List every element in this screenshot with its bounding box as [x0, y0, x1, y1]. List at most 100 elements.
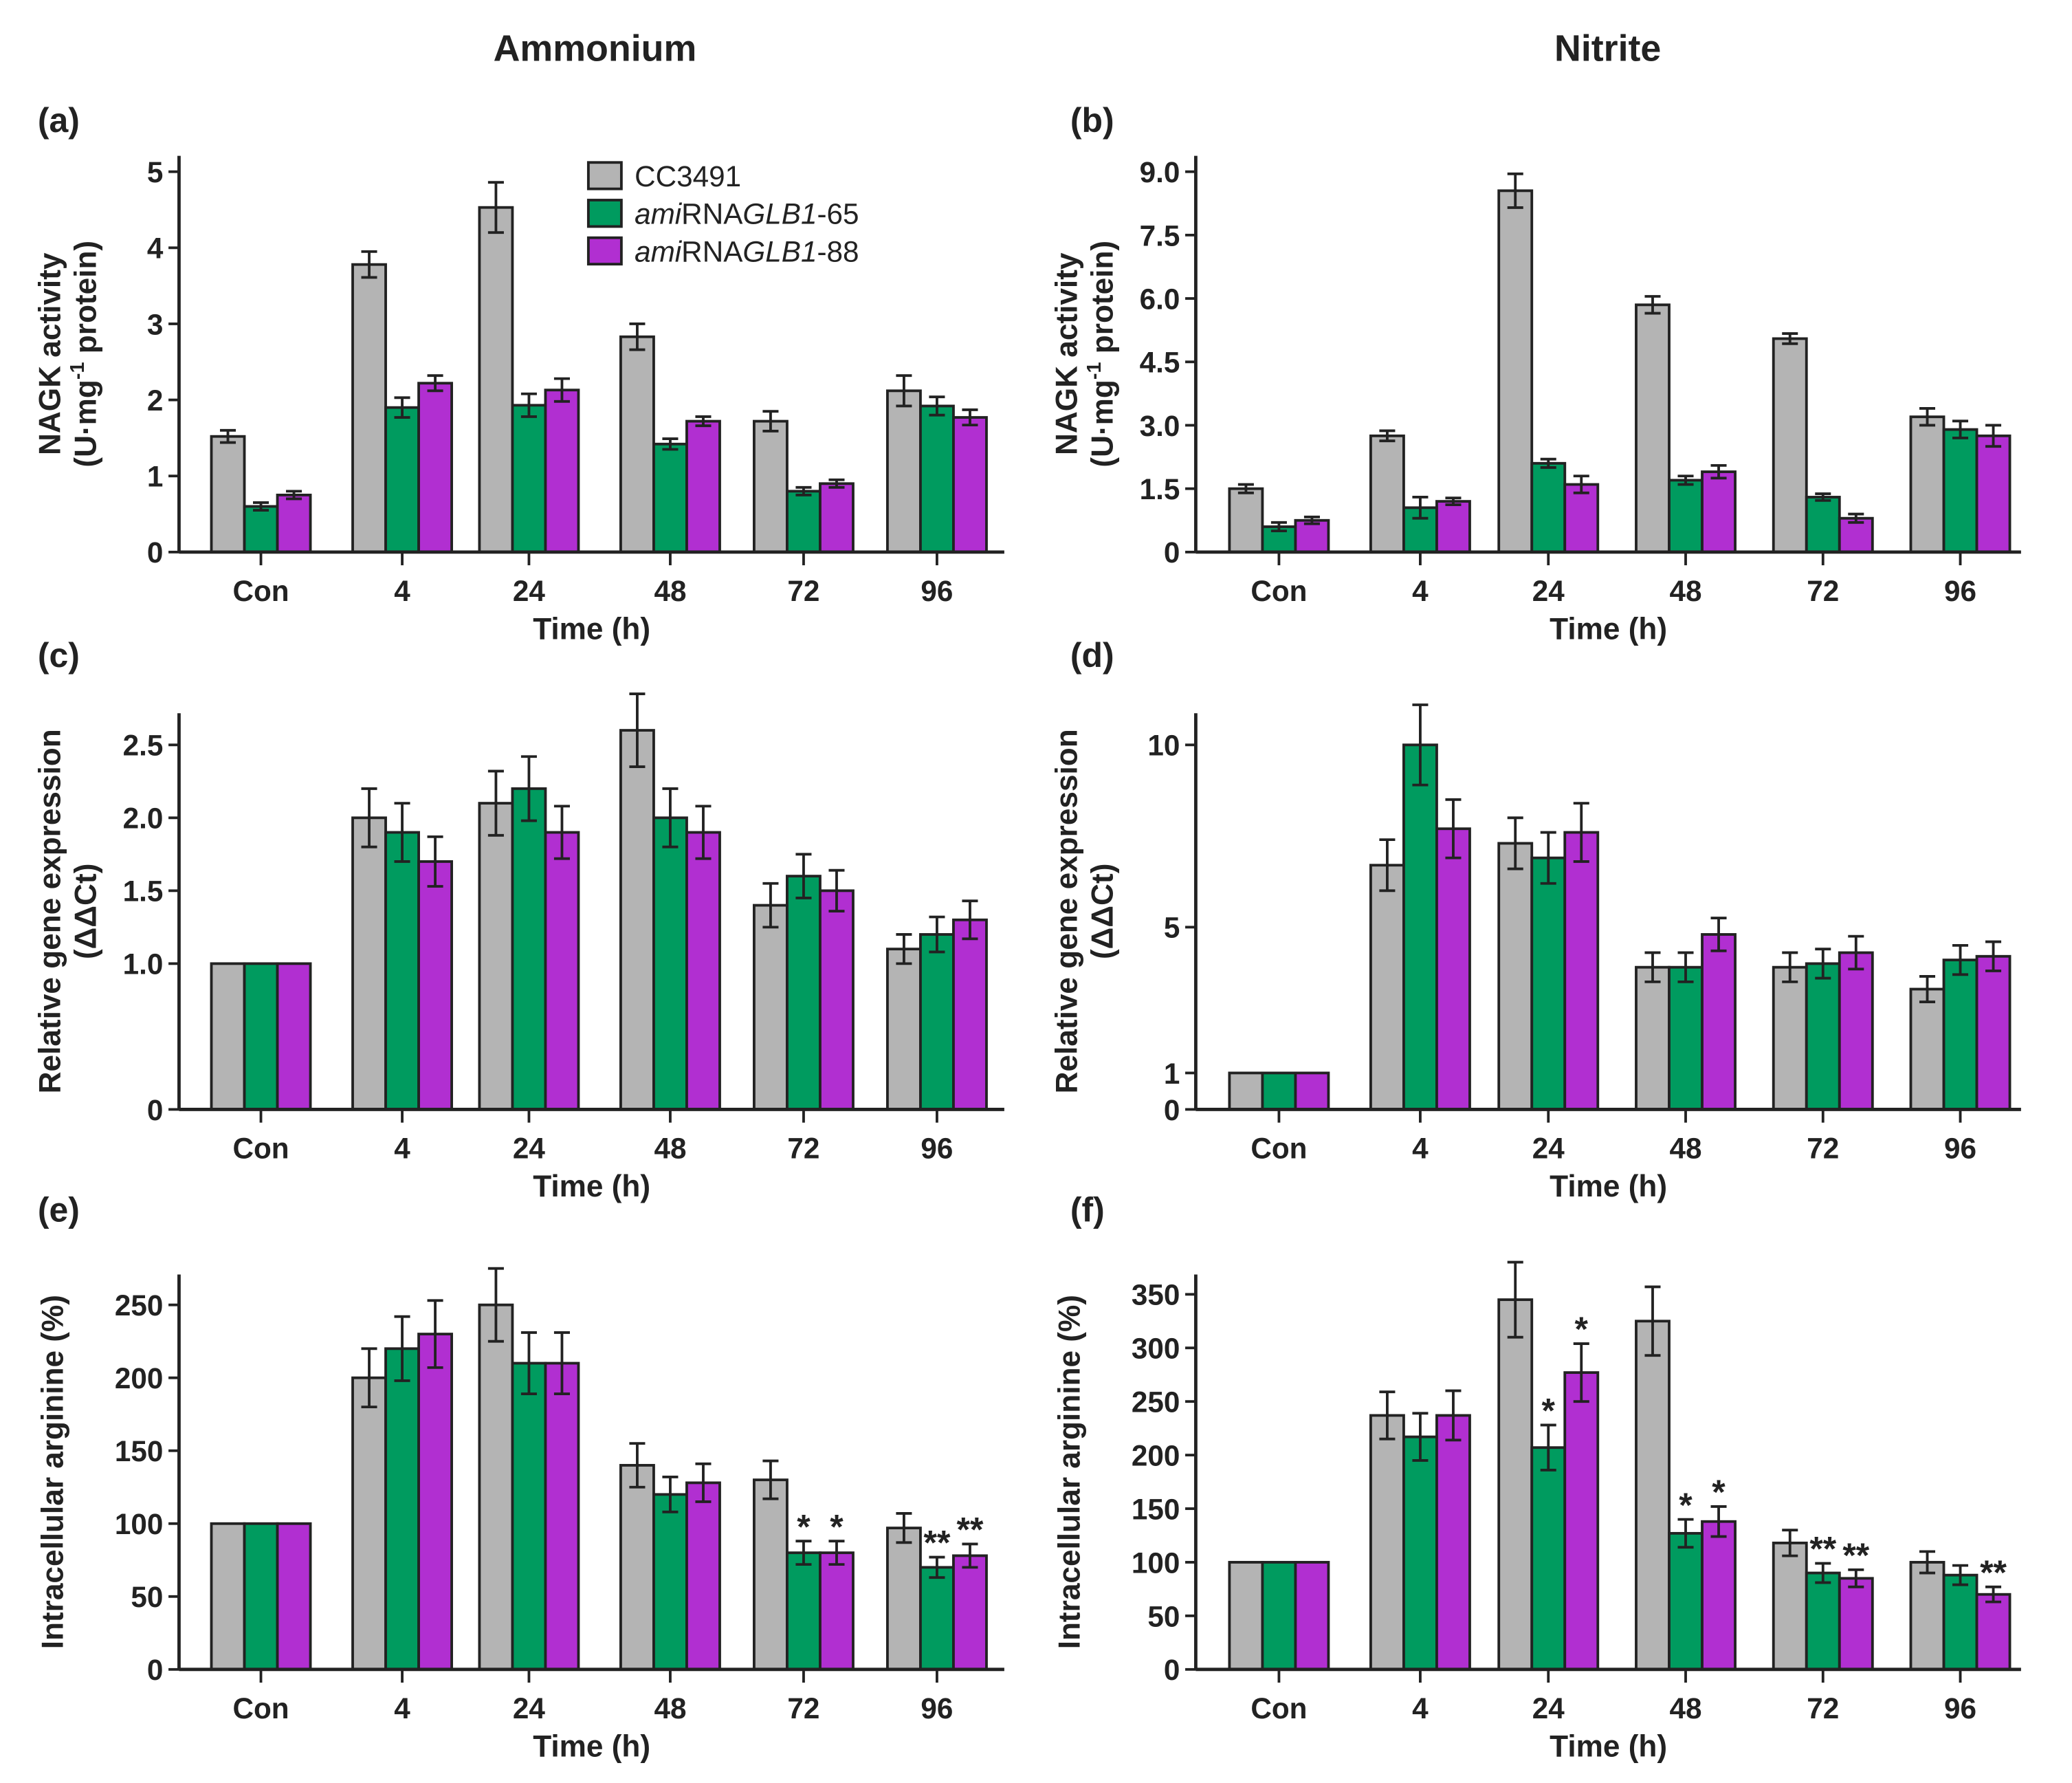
bar	[243, 505, 279, 554]
error-bar	[1379, 1390, 1396, 1441]
error-bar	[1573, 802, 1589, 863]
bar	[1530, 1446, 1567, 1671]
x-tick-label: 72	[1807, 1132, 1839, 1164]
error-bar	[1815, 948, 1831, 980]
legend-item: amiRNAGLB1-88	[586, 235, 859, 267]
significance-marker: **	[957, 1511, 984, 1549]
x-tick-label: 24	[513, 575, 545, 607]
y-tick-label: 0	[147, 1094, 164, 1126]
error-bar	[394, 396, 410, 419]
bar	[384, 831, 420, 1111]
error-bar	[1540, 1423, 1556, 1472]
bar	[276, 493, 312, 554]
y-tick-label: 1.0	[123, 948, 164, 981]
error-bar	[1952, 943, 1969, 976]
bar	[619, 729, 655, 1111]
x-axis-label: Time (h)	[533, 1730, 650, 1764]
y-tick-label: 100	[1132, 1546, 1180, 1579]
y-tick-label: 5	[1164, 912, 1180, 944]
bar	[1369, 1414, 1405, 1671]
bar	[1435, 500, 1471, 554]
error-bar	[695, 1462, 712, 1503]
bar	[1435, 1414, 1471, 1671]
x-tick-label: Con	[1250, 1132, 1307, 1164]
y-tick-label: 150	[115, 1435, 164, 1467]
x-tick-label: Con	[1250, 575, 1307, 607]
error-bar	[1848, 1568, 1864, 1588]
error-bar	[487, 769, 504, 837]
error-bar	[962, 1542, 978, 1569]
x-tick-label: 48	[1670, 575, 1702, 607]
error-bar	[1303, 515, 1320, 525]
error-bar	[427, 374, 443, 393]
x-axis-label: Time (h)	[1550, 1170, 1667, 1203]
error-bar	[520, 755, 537, 822]
error-bar	[929, 915, 945, 954]
y-tick-label: 0	[147, 1654, 164, 1686]
bar	[276, 1522, 312, 1671]
legend-label: amiRNAGLB1-88	[635, 235, 859, 267]
significance-marker: *	[1575, 1310, 1589, 1348]
bar	[351, 263, 387, 554]
error-bar	[962, 899, 978, 941]
y-tick-label: 2	[147, 384, 164, 417]
panel-c: (c) Con 4 24 48 72 96 0 1.0 1.5 2.0 2.5 Time (h) Rela…	[34, 636, 1004, 1203]
error-bar	[795, 485, 812, 496]
error-bar	[1677, 474, 1694, 486]
bar	[544, 389, 580, 554]
error-bar	[361, 787, 377, 849]
x-tick-label: 4	[1412, 1692, 1429, 1725]
error-bar	[896, 933, 912, 965]
y-tick-label: 7.5	[1140, 219, 1180, 252]
error-bar	[1573, 1342, 1589, 1403]
bar	[1772, 965, 1808, 1111]
error-bar	[1507, 816, 1523, 871]
x-tick-label: 96	[1944, 575, 1976, 607]
bar	[685, 419, 721, 554]
error-bar	[1919, 406, 1936, 427]
error-bar	[1710, 917, 1727, 952]
bar	[786, 875, 822, 1111]
y-tick-label: 6.0	[1140, 283, 1180, 315]
panel-d: (d) Con 4 24 48 72 96 0 1 5 10 Time (h) Relative gen…	[1050, 636, 2021, 1203]
bar	[952, 1554, 988, 1671]
y-tick-label: 3.0	[1140, 410, 1180, 442]
bar	[819, 482, 855, 554]
y-axis-label: Relative gene expression	[34, 729, 67, 1093]
error-bar	[1573, 474, 1589, 494]
bar	[210, 435, 246, 554]
error-bar	[1677, 951, 1694, 983]
error-bar	[828, 868, 845, 912]
x-tick-label: 24	[1532, 575, 1565, 607]
error-bar	[487, 181, 504, 234]
bar	[1975, 434, 2012, 554]
x-tick-label: Con	[1250, 1692, 1307, 1725]
significance-marker: *	[797, 1507, 811, 1546]
x-tick-label: 96	[1944, 1692, 1976, 1725]
error-bar	[1270, 521, 1287, 533]
error-bar	[662, 1475, 679, 1513]
bar	[478, 802, 514, 1111]
x-tick-label: 72	[787, 575, 819, 607]
y-tick-label: 1	[147, 461, 164, 493]
panel-label: (a)	[38, 101, 80, 140]
x-tick-label: 72	[1807, 1692, 1839, 1725]
error-bar	[1985, 940, 2002, 972]
x-axis-label: Time (h)	[533, 1170, 650, 1203]
error-bar	[1782, 1529, 1798, 1557]
bar	[1530, 856, 1567, 1111]
bar	[384, 1347, 420, 1671]
error-bar	[361, 1347, 377, 1409]
y-tick-label: 1.5	[123, 875, 164, 908]
error-bar	[828, 478, 845, 489]
bar	[1261, 1561, 1297, 1671]
y-tick-label: 1	[1164, 1058, 1180, 1090]
bar	[685, 1481, 721, 1671]
error-bar	[662, 437, 679, 451]
y-tick-label: 4.5	[1140, 347, 1180, 379]
error-bar	[695, 805, 712, 860]
bar	[1402, 1435, 1438, 1671]
bar	[1497, 1298, 1534, 1671]
bar	[1635, 1320, 1671, 1671]
bar	[1805, 1571, 1841, 1671]
